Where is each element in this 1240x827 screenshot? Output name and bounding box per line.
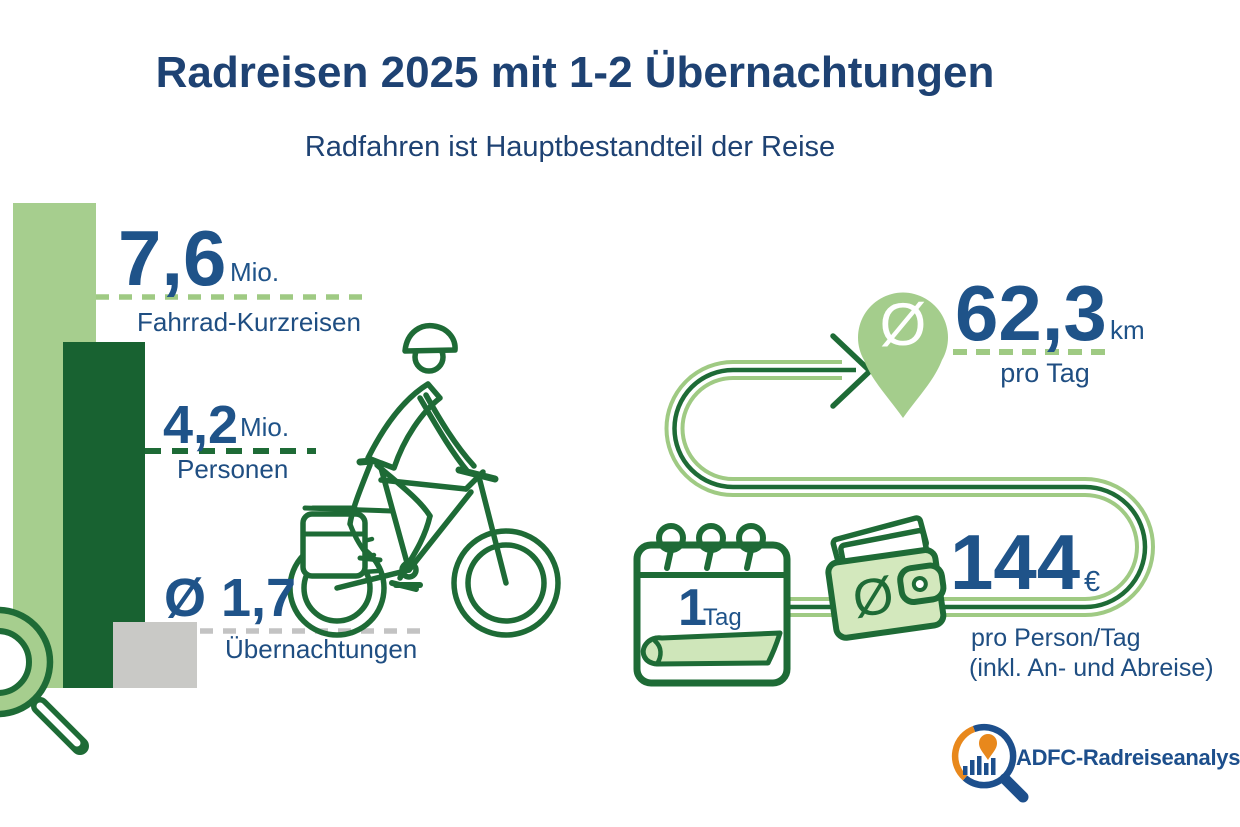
wallet-icon: Ø: [825, 515, 947, 641]
cost-value: 144: [950, 518, 1081, 606]
stat-kurzreisen-label: Fahrrad-Kurzreisen: [137, 307, 361, 337]
stat-uebernachtungen-label: Übernachtungen: [225, 634, 418, 664]
cost-label-1: pro Person/Tag: [971, 624, 1141, 652]
calendar-rings: [656, 523, 766, 571]
cost-label-2: (inkl. An- und Abreise): [969, 654, 1214, 682]
logo-pin-icon: [979, 734, 997, 760]
page-subtitle: Radfahren ist Hauptbestandteil der Reise: [304, 131, 836, 163]
adfc-logo-icon: [951, 723, 1029, 803]
stat-kurzreisen-unit: Mio.: [230, 257, 280, 287]
cost-unit: €: [1084, 566, 1101, 598]
duration-unit: Tag: [703, 604, 742, 631]
stat-personen-label: Personen: [177, 454, 289, 484]
calendar-icon: [633, 523, 791, 687]
stat-personen-unit: Mio.: [240, 412, 290, 442]
distance-value: 62,3: [955, 269, 1107, 357]
cyclist-icon: [287, 322, 561, 638]
route-path: [664, 333, 1155, 617]
map-pin-icon: [858, 292, 948, 418]
logo-bars: [963, 756, 996, 775]
stat-kurzreisen-value: 7,6: [118, 214, 227, 302]
stat-personen-value: 4,2: [163, 395, 239, 455]
magnifier-icon: [0, 606, 89, 755]
page-title: Radreisen 2025 mit 1-2 Übernachtungen: [155, 48, 995, 97]
distance-average-symbol: Ø: [879, 291, 927, 358]
bar-uebernachtungen: [113, 622, 197, 688]
logo-wordmark: ADFC-Radreiseanalyse: [1016, 745, 1240, 770]
distance-label: pro Tag: [1000, 358, 1090, 388]
duration-value: 1: [678, 579, 707, 637]
wallet-average-symbol: Ø: [849, 566, 897, 629]
distance-unit: km: [1110, 315, 1145, 345]
stat-uebernachtungen-value: Ø 1,7: [164, 568, 297, 628]
